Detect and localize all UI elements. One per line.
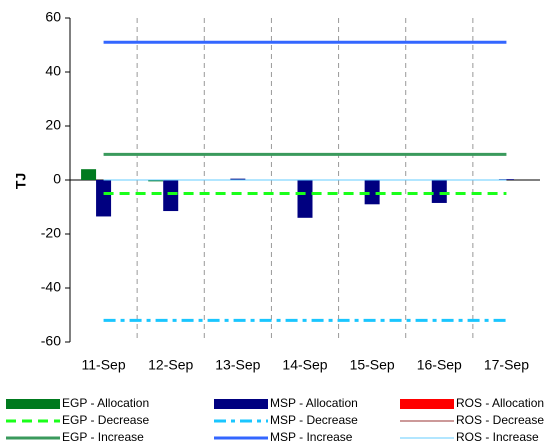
bar bbox=[431, 180, 447, 203]
y-tick-label: -40 bbox=[41, 279, 61, 295]
y-axis-label: TJ bbox=[13, 173, 29, 189]
legend-label: EGP - Decrease bbox=[62, 413, 149, 427]
x-tick-label: 13-Sep bbox=[215, 357, 260, 373]
legend-label: ROS - Increase bbox=[456, 430, 539, 444]
y-tick-label: 20 bbox=[45, 117, 61, 133]
x-tick-label: 12-Sep bbox=[148, 357, 193, 373]
bar bbox=[148, 180, 164, 182]
legend-swatch bbox=[214, 399, 268, 409]
x-tick-label: 11-Sep bbox=[82, 357, 126, 373]
legend-label: ROS - Decrease bbox=[456, 413, 544, 427]
legend-label: MSP - Increase bbox=[270, 430, 353, 444]
x-tick-label: 17-Sep bbox=[484, 357, 529, 373]
bar bbox=[498, 179, 514, 180]
bar bbox=[163, 180, 179, 212]
x-tick-label: 15-Sep bbox=[350, 357, 395, 373]
y-tick-label: 0 bbox=[53, 171, 61, 187]
legend-label: EGP - Allocation bbox=[62, 396, 149, 410]
y-tick-label: -20 bbox=[41, 225, 61, 241]
bar bbox=[297, 180, 313, 218]
legend-label: ROS - Allocation bbox=[456, 396, 544, 410]
bar bbox=[364, 180, 380, 205]
bar bbox=[96, 180, 112, 217]
bar bbox=[230, 178, 246, 180]
legend-swatch bbox=[400, 399, 454, 409]
legend-label: MSP - Allocation bbox=[270, 396, 358, 410]
y-tick-label: 60 bbox=[45, 9, 61, 25]
legend-label: MSP - Decrease bbox=[270, 413, 358, 427]
legend-label: EGP - Increase bbox=[62, 430, 144, 444]
x-tick-label: 16-Sep bbox=[417, 357, 462, 373]
legend-swatch bbox=[6, 399, 60, 409]
bar bbox=[81, 169, 97, 180]
y-tick-label: -60 bbox=[41, 333, 61, 349]
x-tick-label: 14-Sep bbox=[282, 357, 327, 373]
y-tick-label: 40 bbox=[45, 63, 61, 79]
